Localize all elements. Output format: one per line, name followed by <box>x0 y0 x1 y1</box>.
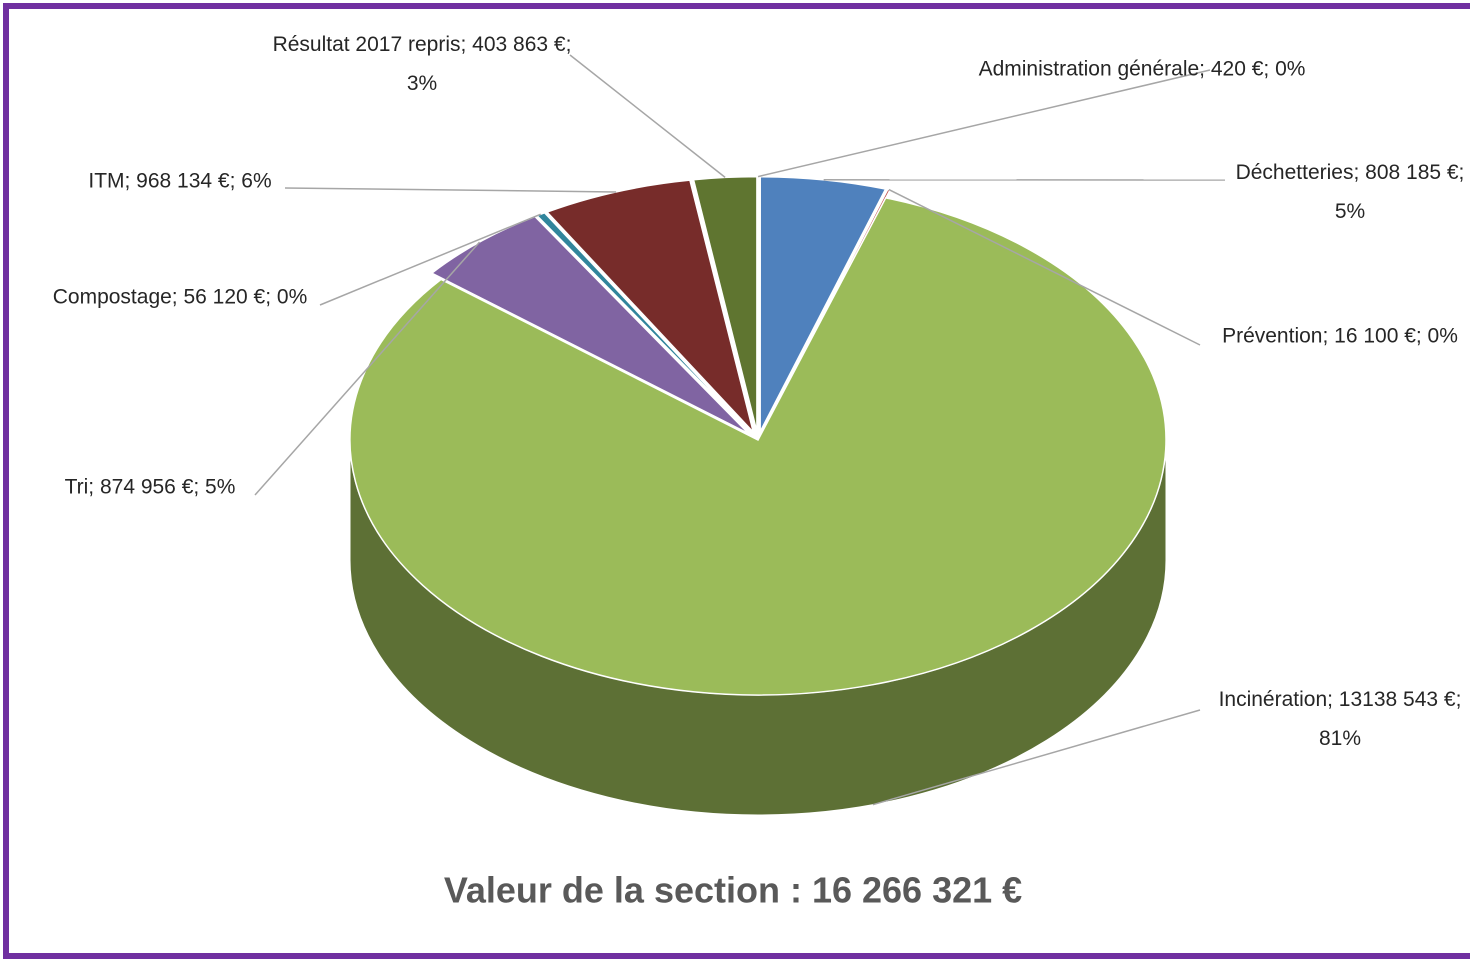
data-label-line: 81% <box>1319 727 1361 750</box>
data-label-line: 5% <box>1335 200 1365 223</box>
data-label-line: Incinération; 13138 543 €; <box>1219 688 1462 711</box>
data-label: Prévention; 16 100 €; 0% <box>1222 325 1458 348</box>
data-label: Administration générale; 420 €; 0% <box>979 58 1306 81</box>
data-label: Tri; 874 956 €; 5% <box>65 476 236 499</box>
data-label: Incinération; 13138 543 €; 81% <box>1219 688 1462 750</box>
leader-line <box>888 188 1201 346</box>
leader-line <box>319 213 542 306</box>
data-label-line: Résultat 2017 repris; 403 863 €; <box>273 33 572 56</box>
leader-line <box>284 187 617 193</box>
slice <box>545 179 755 435</box>
chart-title: Valeur de la section : 16 266 321 € <box>444 870 1022 911</box>
data-label: ITM; 968 134 €; 6% <box>88 170 271 193</box>
data-label: Compostage; 56 120 €; 0% <box>53 286 308 309</box>
pie-tops <box>349 175 1167 696</box>
data-label-line: 3% <box>407 72 437 95</box>
slice <box>349 196 1167 696</box>
data-label: Déchetteries; 808 185 €; 5% <box>1236 161 1465 223</box>
slice <box>692 175 758 432</box>
leader-line <box>757 69 1211 178</box>
data-label: Résultat 2017 repris; 403 863 €; 3% <box>273 33 572 95</box>
leader-line <box>254 241 481 496</box>
data-label-line: Déchetteries; 808 185 €; <box>1236 161 1465 184</box>
leader-line <box>872 709 1201 806</box>
leader-line <box>569 54 726 178</box>
